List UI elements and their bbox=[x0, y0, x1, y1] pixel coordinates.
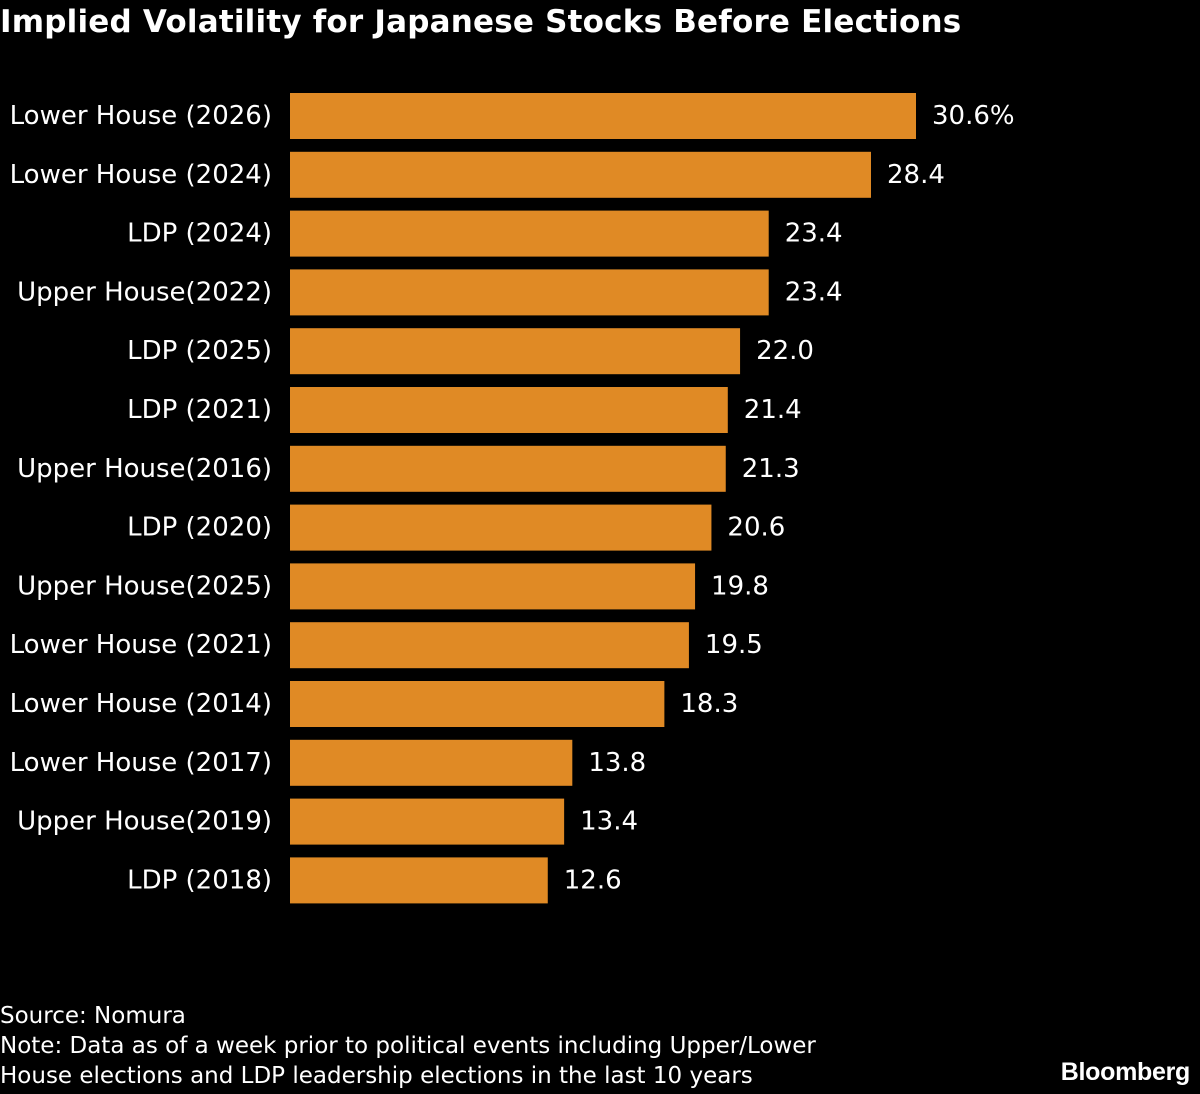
value-label: 20.6 bbox=[727, 513, 785, 543]
bar bbox=[290, 151, 871, 198]
bar-chart: Lower House (2026) 30.6% Lower House (2024… bbox=[10, 93, 1015, 904]
category-label: Upper House(2025) bbox=[17, 571, 272, 601]
bar bbox=[290, 739, 573, 786]
value-label: 13.8 bbox=[588, 748, 646, 778]
note-text-line-2: House elections and LDP leadership elect… bbox=[0, 1063, 753, 1089]
bar bbox=[290, 445, 726, 492]
value-label: 22.0 bbox=[756, 336, 814, 366]
bar bbox=[290, 857, 548, 904]
chart-title: Implied Volatility for Japanese Stocks B… bbox=[0, 4, 962, 40]
value-label: 23.4 bbox=[785, 277, 843, 307]
bar bbox=[290, 563, 696, 610]
category-label: Upper House(2022) bbox=[17, 277, 272, 307]
bar bbox=[290, 269, 769, 316]
value-label: 19.5 bbox=[705, 630, 763, 660]
category-label: Lower House (2026) bbox=[10, 101, 272, 131]
chart-footer: Source: Nomura Note: Data as of a week p… bbox=[0, 1001, 816, 1091]
value-label: 21.3 bbox=[742, 454, 800, 484]
category-label: Lower House (2017) bbox=[10, 748, 272, 778]
value-label: 13.4 bbox=[580, 807, 638, 837]
bar bbox=[290, 387, 728, 433]
value-label: 18.3 bbox=[680, 689, 738, 719]
source-text: Source: Nomura bbox=[0, 1003, 186, 1029]
category-label: LDP (2025) bbox=[127, 336, 272, 366]
bloomberg-logo: Bloomberg bbox=[1060, 1058, 1191, 1086]
bar bbox=[290, 504, 712, 551]
category-label: Upper House(2019) bbox=[17, 807, 272, 837]
note-text-line-1: Note: Data as of a week prior to politic… bbox=[0, 1033, 816, 1059]
category-label: LDP (2020) bbox=[127, 513, 272, 543]
value-label: 28.4 bbox=[887, 160, 945, 190]
bar bbox=[290, 681, 665, 727]
bar bbox=[290, 798, 565, 845]
category-label: LDP (2024) bbox=[127, 219, 272, 249]
value-label: 23.4 bbox=[785, 219, 843, 249]
bar bbox=[290, 328, 741, 375]
category-label: Lower House (2024) bbox=[10, 160, 272, 190]
value-label: 21.4 bbox=[744, 395, 802, 425]
bar bbox=[290, 622, 689, 669]
category-label: Upper House(2016) bbox=[17, 454, 272, 484]
bar bbox=[290, 93, 916, 139]
value-label: 12.6 bbox=[564, 865, 622, 895]
value-label: 19.8 bbox=[711, 571, 769, 601]
bar bbox=[290, 210, 769, 257]
category-label: LDP (2021) bbox=[127, 395, 272, 425]
value-label: 30.6% bbox=[932, 101, 1015, 131]
category-label: Lower House (2021) bbox=[10, 630, 272, 660]
category-label: LDP (2018) bbox=[127, 865, 272, 895]
category-label: Lower House (2014) bbox=[10, 689, 272, 719]
